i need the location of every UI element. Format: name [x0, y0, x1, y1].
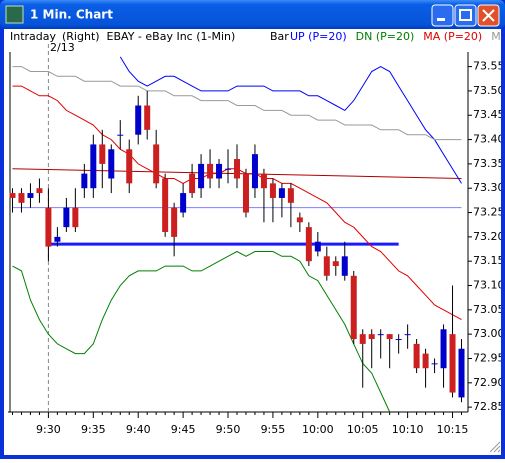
x-tick-label: 9:40	[126, 423, 151, 436]
y-tick-label: 72.95	[473, 351, 505, 364]
client-area	[4, 29, 501, 455]
candle-body	[9, 193, 16, 198]
candle-body	[413, 343, 420, 369]
candle-body	[108, 149, 115, 179]
candle-body	[207, 163, 214, 179]
y-tick-label: 73.45	[473, 108, 505, 121]
close-button[interactable]	[477, 4, 500, 27]
candle-body	[216, 163, 223, 179]
candle-body	[314, 241, 321, 252]
chart: Intraday (Right) EBAY - eBay Inc (1-Min)…	[8, 30, 505, 436]
candle-body	[431, 363, 438, 365]
resize-grip[interactable]	[489, 441, 501, 453]
candle-body	[18, 193, 25, 203]
candle-body	[359, 334, 366, 344]
candle-body	[36, 188, 43, 194]
title-bar	[0, 0, 505, 29]
candle-body	[81, 173, 88, 189]
legend-entry: UP (P=20)	[290, 30, 347, 43]
x-tick-label: 9:50	[216, 423, 241, 436]
candle-body	[162, 178, 169, 232]
candle-body	[54, 236, 61, 242]
indicator-line	[12, 66, 462, 141]
candle-body	[287, 188, 294, 203]
candle-body	[458, 348, 465, 398]
x-tick-label: 9:30	[36, 423, 61, 436]
x-tick-label: 9:45	[171, 423, 196, 436]
candle-body	[260, 173, 267, 189]
symbol-label: (Right) EBAY - eBay Inc (1-Min)	[62, 30, 235, 43]
style-label: Bar	[270, 30, 289, 43]
candle-body	[99, 144, 106, 164]
indicator-line	[12, 250, 391, 413]
y-tick-label: 73.35	[473, 157, 505, 170]
window-title: 1 Min. Chart	[30, 8, 113, 22]
candle-body	[404, 334, 411, 336]
y-tick-label: 73.15	[473, 254, 505, 267]
y-tick-label: 73.20	[473, 230, 505, 243]
legend-entry: MA (P=	[491, 30, 505, 43]
candle-body	[90, 144, 97, 189]
candle-body	[144, 105, 151, 130]
candle-body	[341, 256, 348, 276]
candle-body	[189, 173, 196, 194]
candle-body	[225, 168, 232, 170]
candle-body	[305, 227, 312, 262]
candle-body	[440, 329, 447, 369]
candle-body	[269, 183, 276, 198]
candle-body	[278, 188, 285, 198]
candle-body	[72, 207, 79, 228]
date-label: 2/13	[50, 41, 75, 54]
x-tick-label: 10:00	[302, 423, 334, 436]
candle-body	[234, 159, 240, 179]
candle-body	[449, 334, 456, 393]
candle-body	[198, 163, 205, 189]
candle-body	[377, 334, 384, 336]
candle-body	[368, 334, 375, 340]
x-tick-label: 9:55	[261, 423, 286, 436]
app-icon	[5, 5, 24, 24]
candle-body	[45, 207, 52, 247]
candle-body	[135, 105, 142, 135]
candle-body	[126, 149, 133, 184]
y-tick-label: 73.40	[473, 133, 505, 146]
legend-entry: DN (P=20)	[356, 30, 415, 43]
candle-body	[27, 193, 34, 198]
candle-body	[242, 173, 249, 213]
y-tick-label: 73.55	[473, 60, 505, 73]
indicator-line	[119, 56, 462, 184]
y-tick-label: 73.25	[473, 206, 505, 219]
candle-body	[395, 339, 402, 341]
candle-body	[332, 261, 339, 267]
y-tick-label: 73.30	[473, 181, 505, 194]
y-tick-label: 73.05	[473, 303, 505, 316]
x-tick-label: 10:05	[347, 423, 379, 436]
candle-body	[251, 154, 258, 189]
candle-body	[422, 353, 429, 369]
y-tick-label: 73.50	[473, 84, 505, 97]
y-tick-label: 73.00	[473, 327, 505, 340]
x-tick-label: 10:15	[437, 423, 469, 436]
candle-body	[386, 334, 393, 340]
candle-body	[296, 217, 303, 223]
candle-body	[180, 193, 187, 213]
y-tick-label: 72.90	[473, 376, 505, 389]
minimize-button[interactable]	[431, 4, 454, 27]
y-tick-label: 72.85	[473, 400, 505, 413]
y-tick-label: 73.10	[473, 279, 505, 292]
period-label: Intraday	[10, 30, 57, 43]
candle-body	[117, 134, 124, 136]
candle-body	[350, 275, 357, 340]
candle-body	[153, 144, 160, 184]
candle-body	[63, 207, 70, 228]
candle-body	[323, 256, 330, 276]
legend-entry: MA (P=20)	[423, 30, 482, 43]
candle-body	[171, 207, 178, 237]
x-tick-label: 10:10	[392, 423, 424, 436]
maximize-button[interactable]	[454, 4, 477, 27]
x-tick-label: 9:35	[81, 423, 106, 436]
